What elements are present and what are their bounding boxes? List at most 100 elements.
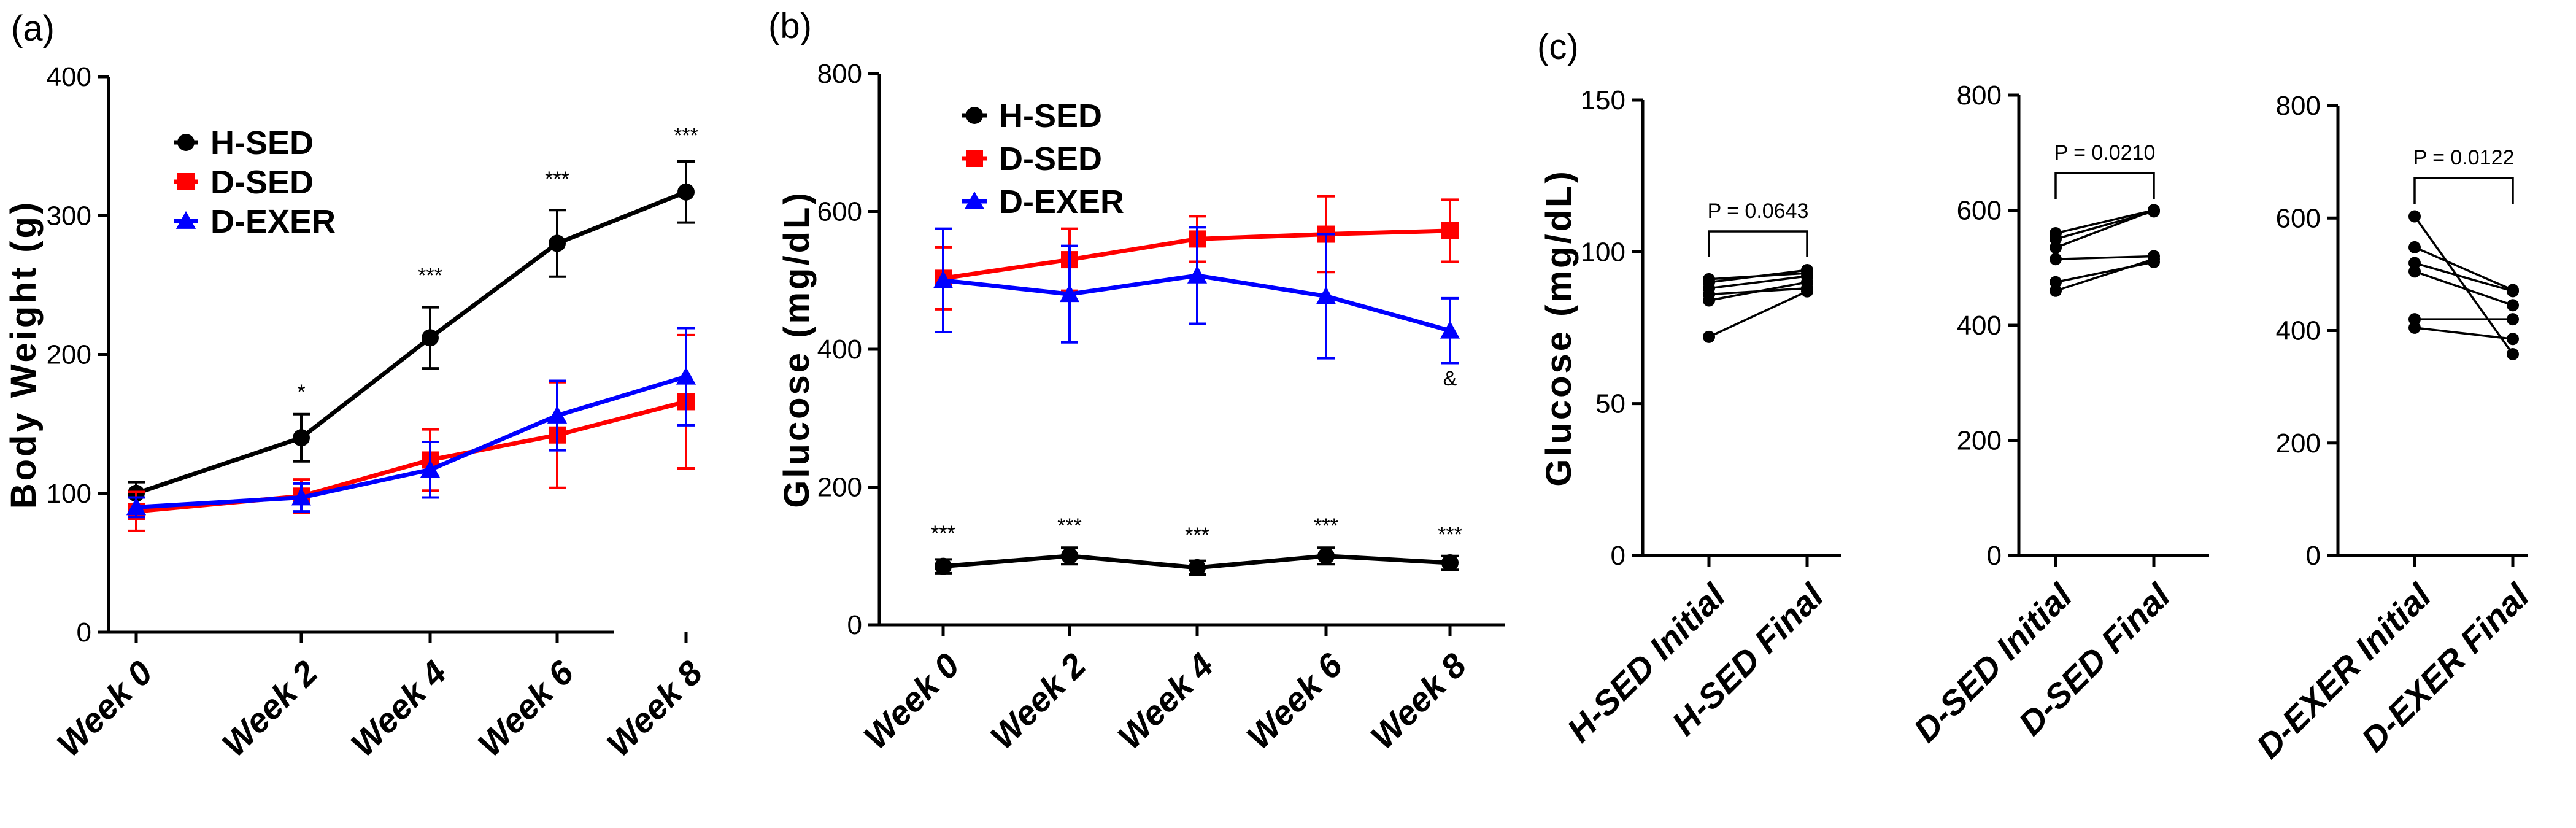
data-point-d-exer <box>547 405 568 424</box>
legend-marker-d-sed <box>966 150 983 167</box>
legend-label-d-exer: D-EXER <box>999 184 1124 220</box>
y-tick-label-600: 600 <box>2276 203 2321 233</box>
x-tick-label-d-exer-final: D-EXER Final <box>2354 576 2537 759</box>
y-tick-label-600: 600 <box>1957 196 2002 226</box>
series-d-exer <box>933 226 1460 365</box>
data-point-h-sed <box>293 429 310 447</box>
data-point-final <box>2507 333 2519 346</box>
pair-line <box>1708 290 1808 338</box>
x-tick-label-week-4: Week 4 <box>1110 646 1221 756</box>
paired-observation <box>2408 265 2519 312</box>
data-point-initial <box>2050 227 2062 239</box>
panel-tag-c: (c) <box>1537 27 1579 67</box>
data-point-initial <box>2408 321 2421 334</box>
p-value-label: P = 0.0643 <box>1708 199 1809 223</box>
data-point-initial <box>2408 210 2421 223</box>
y-tick-label-200: 200 <box>1957 426 2002 456</box>
y-tick-label-0: 0 <box>2306 541 2321 571</box>
data-point-initial <box>1703 330 1715 343</box>
data-point-d-exer <box>1059 284 1080 303</box>
legend-marker-h-sed <box>966 107 983 124</box>
pair-line <box>2055 258 2154 292</box>
data-point-h-sed <box>1441 554 1459 571</box>
y-axis-title: Glucose (mg/dL) <box>1539 169 1579 487</box>
data-point-initial <box>2050 276 2062 288</box>
pair-line <box>2413 215 2514 355</box>
significance-marker: *** <box>1185 524 1209 547</box>
x-tick-label-week-6: Week 6 <box>1239 645 1350 756</box>
paired-observation <box>2408 210 2519 360</box>
legend-label-d-sed: D-SED <box>999 141 1102 177</box>
significance-marker: *** <box>545 168 569 191</box>
data-point-final <box>2507 299 2519 312</box>
data-point-initial <box>2408 241 2421 253</box>
x-tick-label-week-8: Week 8 <box>599 652 710 764</box>
y-tick-label-100: 100 <box>47 479 91 509</box>
significance-marker: *** <box>931 522 955 545</box>
significance-bracket <box>1708 230 1808 257</box>
data-point-final <box>2507 284 2519 296</box>
significance-marker: *** <box>418 264 442 287</box>
panel-tag-b: (b) <box>768 6 812 46</box>
data-point-d-exer <box>1440 320 1460 339</box>
p-value-label: P = 0.0122 <box>2413 146 2515 169</box>
significance-marker: *** <box>1314 514 1338 538</box>
y-tick-label-100: 100 <box>1581 237 1625 267</box>
data-point-h-sed <box>935 557 952 575</box>
pair-line <box>2414 270 2513 306</box>
panel-tag-a: (a) <box>11 9 55 48</box>
pair-line <box>2055 210 2154 241</box>
y-tick-label-400: 400 <box>817 335 862 365</box>
data-point-h-sed <box>1189 559 1206 576</box>
data-point-final <box>2507 347 2519 360</box>
legend-marker-h-sed <box>177 134 195 151</box>
data-point-initial <box>2050 241 2062 254</box>
significance-marker: *** <box>1057 514 1082 538</box>
y-tick-label-600: 600 <box>817 197 862 227</box>
data-point-h-sed <box>1317 547 1335 565</box>
data-point-final <box>2148 250 2160 263</box>
data-point-initial <box>2408 257 2421 269</box>
series-line-d-exer <box>136 374 687 509</box>
x-tick-label-week-2: Week 2 <box>214 653 325 764</box>
chart-glucose-weekly: 0 200 400 600 800 Week 0 Week 2 Week 4 Week 6 Wee… <box>777 59 1505 756</box>
data-point-final <box>2148 204 2160 217</box>
pair-line <box>2055 209 2154 234</box>
paired-observation <box>2050 255 2160 288</box>
paired-observation <box>2408 241 2519 296</box>
paired-observation <box>2050 250 2160 266</box>
y-tick-label-0: 0 <box>847 610 862 640</box>
data-point-d-exer <box>1316 286 1336 304</box>
data-point-d-exer <box>291 487 312 506</box>
pair-line <box>2055 261 2154 284</box>
data-point-d-exer <box>420 460 441 478</box>
pair-line <box>2414 261 2513 293</box>
y-tick-label-200: 200 <box>2276 428 2321 458</box>
paired-observation <box>2408 257 2519 298</box>
pair-line <box>1708 287 1808 296</box>
data-point-d-exer <box>933 270 954 288</box>
legend-marker-d-sed <box>177 173 195 190</box>
data-point-initial <box>2408 265 2421 278</box>
y-axis-title: Glucose (mg/dL) <box>777 190 817 508</box>
paired-observation <box>2408 313 2519 326</box>
x-tick-label-week-2: Week 2 <box>982 646 1093 756</box>
paired-observation <box>2408 321 2519 346</box>
data-point-h-sed <box>1061 547 1078 565</box>
pair-line <box>1708 275 1808 290</box>
pair-line <box>2414 246 2513 292</box>
data-point-d-exer <box>126 497 147 516</box>
y-tick-label-0: 0 <box>1611 541 1625 571</box>
data-point-h-sed <box>677 183 695 201</box>
data-point-initial <box>2050 253 2062 266</box>
y-axis-title: Body Weight (g) <box>4 200 44 509</box>
paired-observation <box>2050 204 2160 254</box>
significance-bracket <box>2054 172 2155 199</box>
x-tick-label-week-6: Week 6 <box>470 652 581 764</box>
y-tick-label-150: 150 <box>1581 85 1625 115</box>
paired-observation <box>2050 205 2160 246</box>
data-point-initial <box>2050 284 2062 297</box>
paired-observation <box>1703 266 1813 285</box>
